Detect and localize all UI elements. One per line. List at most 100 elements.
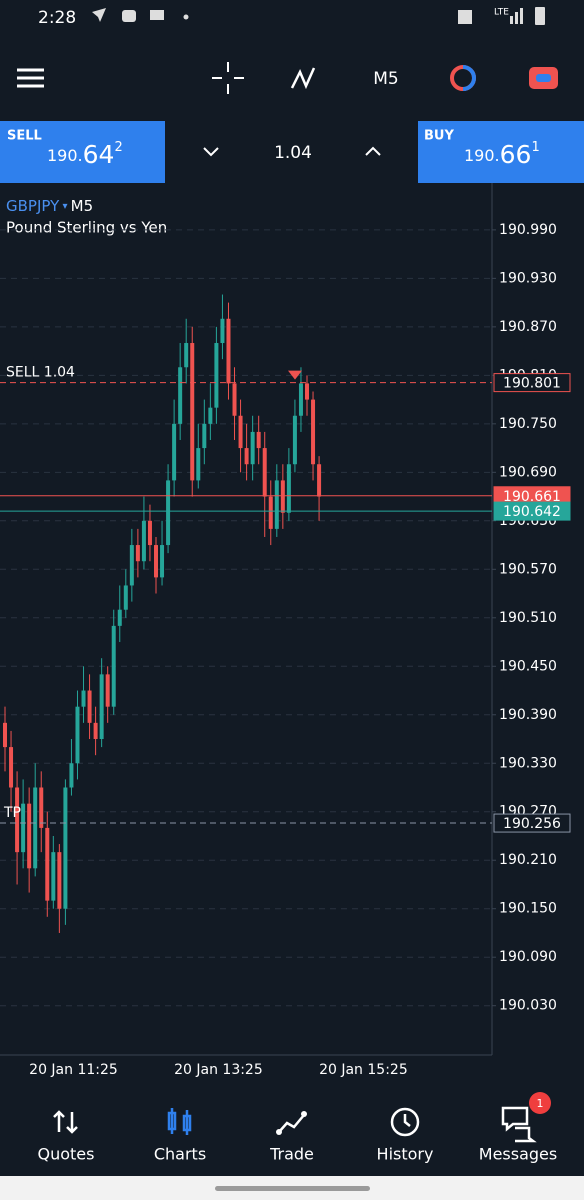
x-tick-label: 20 Jan 15:25 (319, 1062, 408, 1078)
candle-body (208, 407, 213, 424)
candle-body (93, 722, 98, 740)
hamburger-menu[interactable] (17, 68, 44, 88)
candle-body (99, 674, 104, 740)
candle-body (256, 431, 261, 449)
candle-body (141, 520, 146, 562)
y-tick-label: 190.930 (499, 270, 557, 286)
buy-price: 190.661 (464, 140, 540, 170)
price-label-box (493, 813, 571, 833)
candle-body (45, 827, 50, 901)
candle-body (69, 763, 74, 788)
candle-body (160, 545, 165, 578)
candle-body (226, 318, 231, 384)
price-prefix: 190. (464, 146, 500, 165)
buy-label: BUY (424, 129, 454, 144)
y-tick-label: 190.330 (499, 755, 557, 771)
candle-body (154, 545, 158, 578)
price-prefix: 190. (47, 146, 83, 165)
candle-body (184, 343, 189, 368)
y-tick-label: 190.750 (499, 416, 557, 432)
y-tick-label: 190.570 (499, 561, 557, 577)
candle-body (190, 343, 195, 481)
dropdown[interactable]: ▾ (59, 201, 70, 212)
candle-body (3, 722, 7, 748)
symbol: GBPJPY (6, 197, 60, 215)
chart: 190.990190.930190.870190.810190.750190.6… (0, 222, 571, 1078)
candle-body (317, 464, 322, 497)
candle-body (51, 852, 56, 901)
candle-body (123, 585, 128, 610)
nav-label[interactable]: Charts (154, 1145, 206, 1164)
price-label: 190.256 (503, 816, 561, 832)
sell-button[interactable] (0, 121, 165, 183)
network-label: LTE (494, 8, 509, 18)
y-tick-label: 190.510 (499, 610, 557, 626)
y-tick-label: 190.390 (499, 707, 557, 723)
price-sup: 2 (114, 140, 122, 155)
timeframe-button[interactable]: M5 (373, 69, 398, 89)
crosshair-button[interactable] (212, 62, 244, 94)
candle-body (147, 520, 152, 546)
candle-body (268, 496, 273, 529)
badge (529, 1092, 551, 1114)
nav-label[interactable]: History (377, 1145, 434, 1164)
chart-subtitle: Pound Sterling vs Yen (6, 219, 167, 237)
candle-body (172, 423, 177, 481)
candle-body (214, 343, 219, 408)
volume-down[interactable] (203, 147, 219, 157)
candle-body (298, 383, 303, 416)
candle-body (238, 415, 243, 449)
status-icons (92, 7, 545, 25)
candle-body (87, 690, 92, 723)
x-tick-label: 20 Jan 11:25 (29, 1062, 118, 1078)
y-tick-label: 190.690 (499, 464, 557, 480)
home-handle[interactable] (215, 1186, 370, 1191)
candle-body (57, 852, 62, 909)
nav-label[interactable]: Quotes (38, 1145, 95, 1164)
y-tick-label: 190.870 (499, 319, 557, 335)
y-tick-label: 190.030 (499, 998, 557, 1014)
candle-body (280, 480, 285, 513)
sell-label: SELL (7, 129, 42, 144)
price-label: 190.661 (503, 489, 561, 505)
badge-count: 1 (537, 1097, 544, 1110)
candle-body (21, 803, 26, 853)
candle-body (81, 690, 86, 707)
candle-body (274, 480, 279, 529)
buy-button[interactable] (418, 121, 584, 183)
candle-body (196, 448, 201, 481)
y-tick-label: 190.090 (499, 949, 557, 965)
nav-bar (0, 1090, 584, 1176)
timeframe: M5 (71, 197, 94, 215)
candle-body (15, 787, 20, 853)
candle-body (129, 545, 134, 586)
candle-body (305, 383, 309, 400)
chart-symbol: GBPJPY ▾ M5 (6, 197, 93, 215)
volume-up[interactable] (365, 146, 381, 156)
candle-body (135, 545, 140, 562)
candle-body (111, 625, 116, 707)
candle-body (9, 747, 14, 788)
volume[interactable]: 1.04 (274, 143, 312, 163)
y-tick-label: 190.210 (499, 852, 557, 868)
price-label-box (493, 373, 571, 393)
candle-body (75, 706, 80, 764)
indicators-button[interactable] (290, 67, 316, 90)
candle-body (311, 399, 316, 465)
trade-clock-button[interactable] (450, 65, 476, 91)
nav-label[interactable]: Trade (269, 1145, 314, 1164)
candle-body (166, 480, 171, 546)
candle-body (202, 423, 207, 449)
candle-body (39, 787, 44, 828)
nav-items: Quotes Charts Trade History Messages (38, 1145, 558, 1164)
price-label-box (493, 501, 571, 521)
candle-body (220, 318, 225, 344)
price-sup: 1 (531, 140, 539, 155)
candle-body (27, 803, 32, 869)
y-tick-label: 190.150 (499, 901, 557, 917)
nav-label[interactable]: Messages (479, 1145, 557, 1164)
y-tick-label: 190.450 (499, 658, 557, 674)
candle-body (63, 787, 68, 909)
one-click-button[interactable] (529, 67, 558, 89)
